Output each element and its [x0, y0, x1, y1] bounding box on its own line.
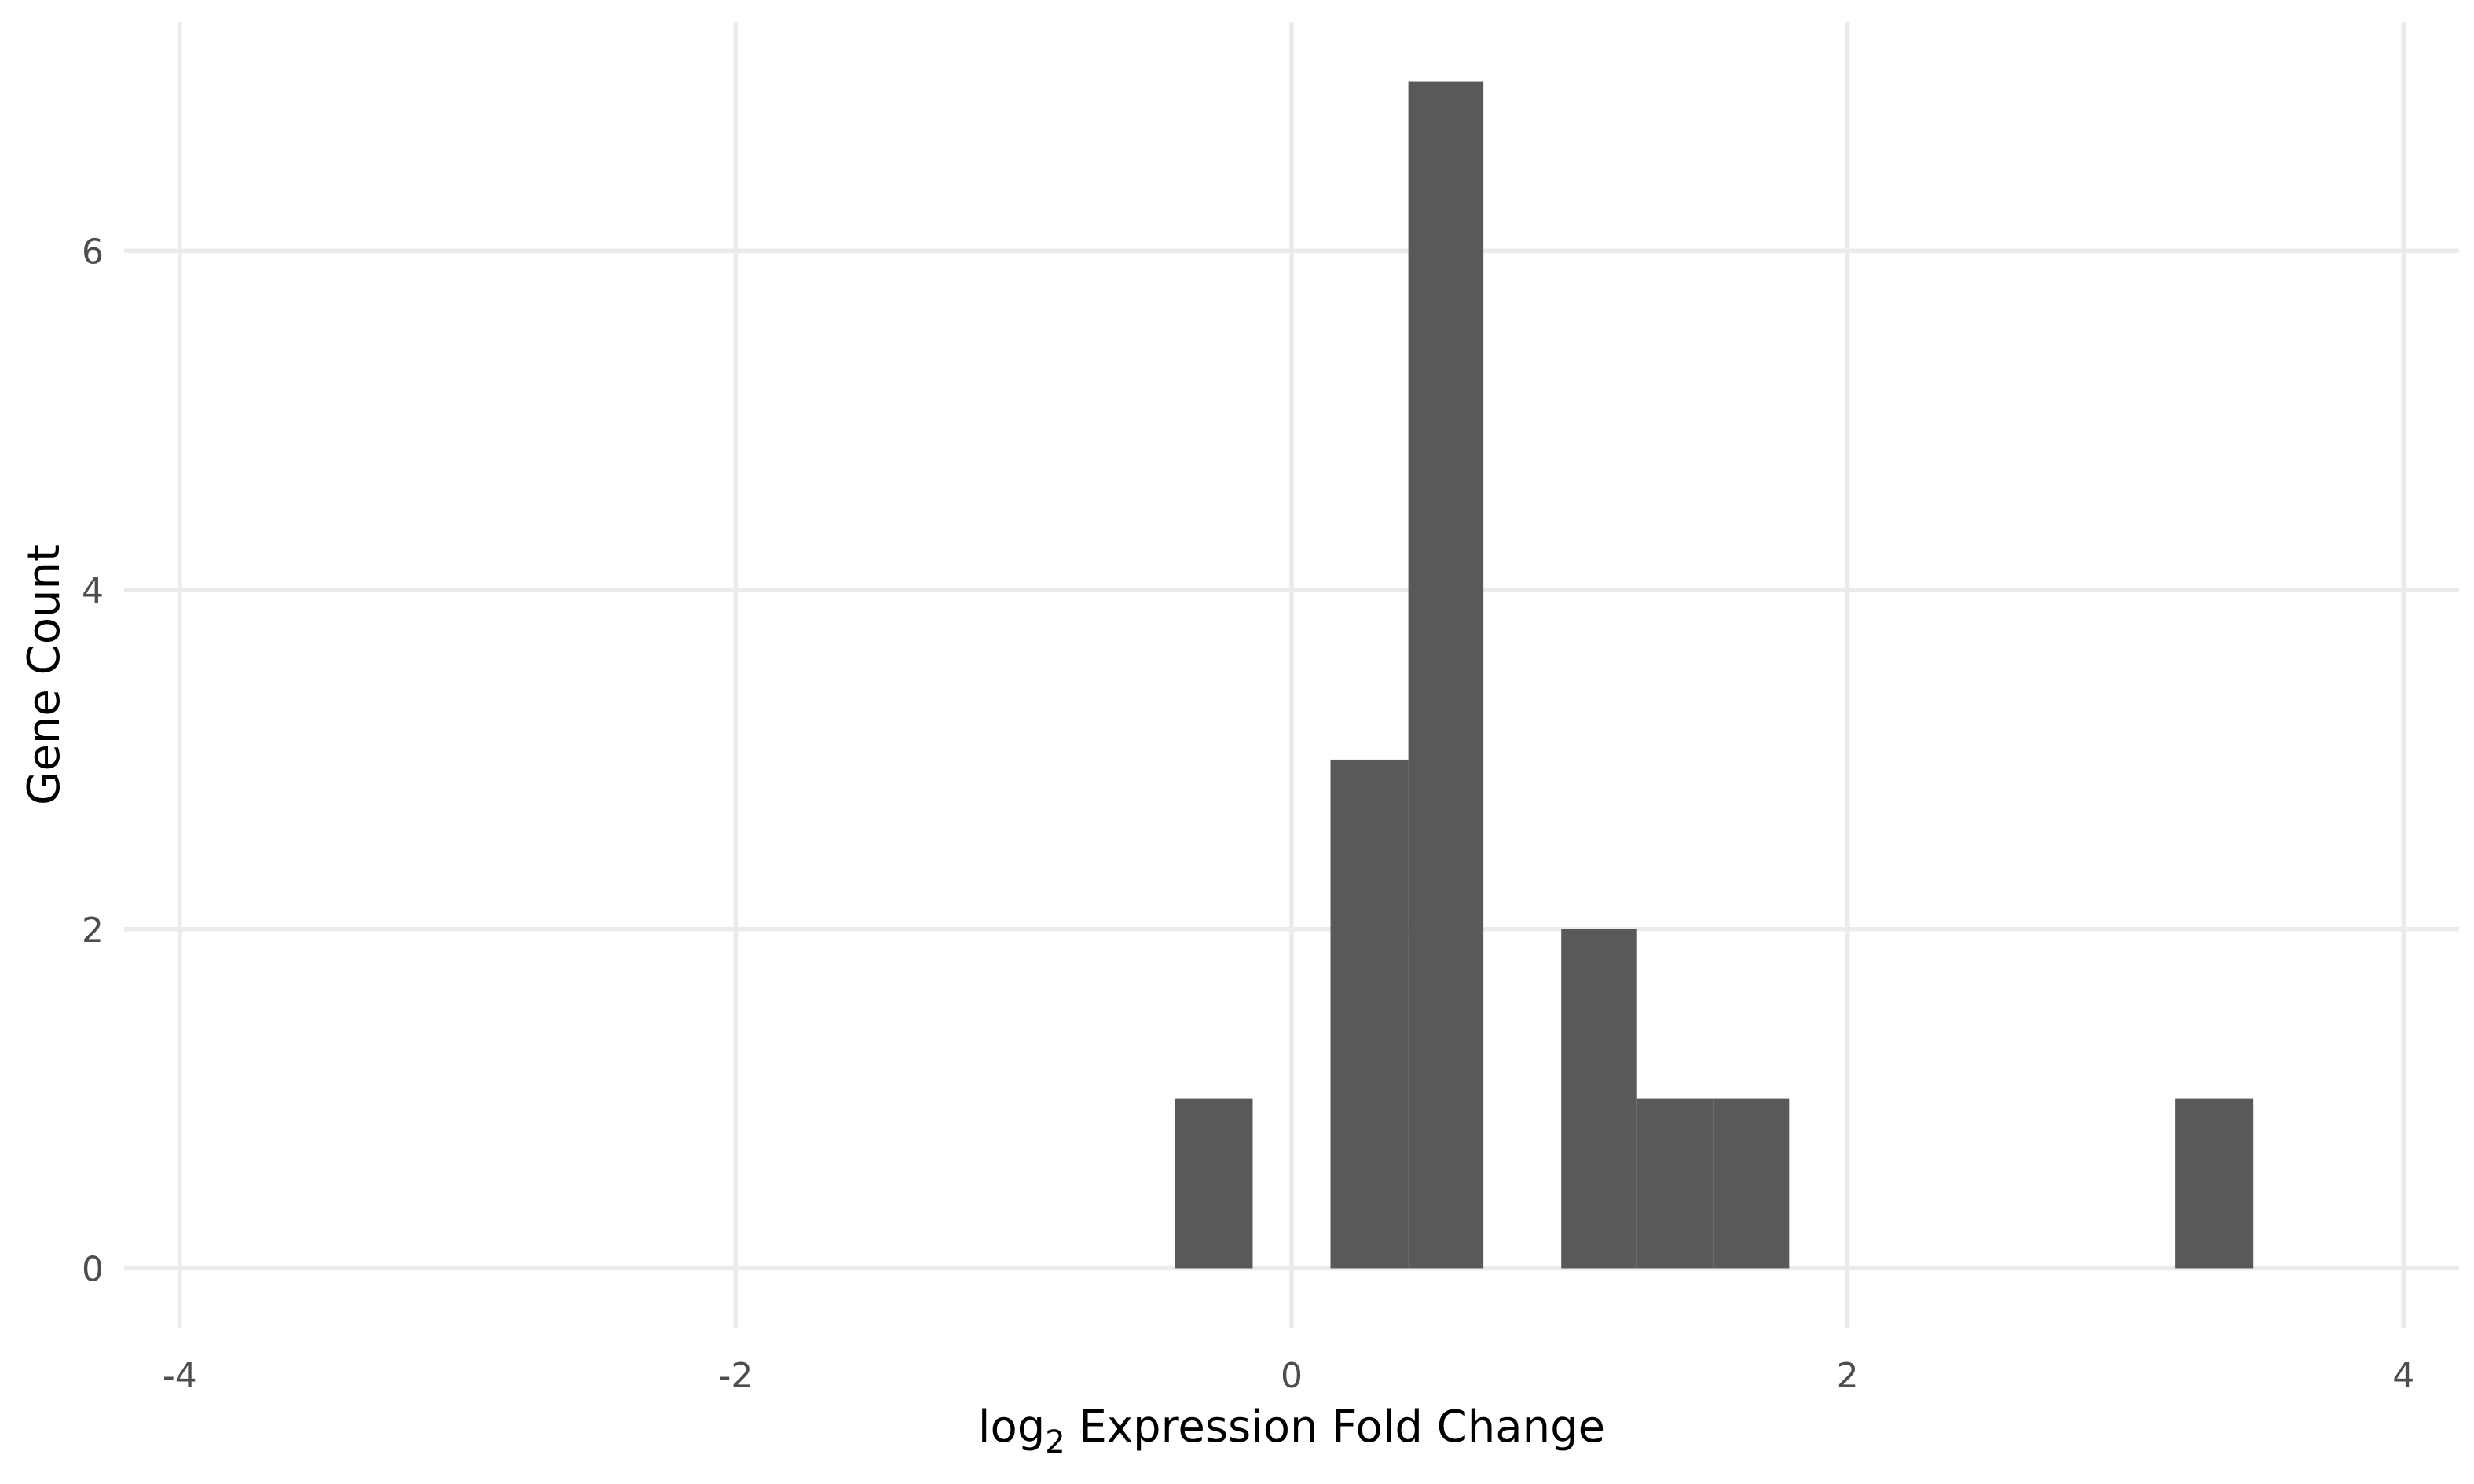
- x-tick-label: -4: [163, 1356, 197, 1396]
- y-tick-label: 2: [82, 911, 104, 951]
- histogram-bar: [1175, 1098, 1253, 1269]
- bars: [1175, 81, 2254, 1269]
- x-tick-label: -2: [718, 1356, 753, 1396]
- tick-labels: -4 -2 0 2 4 0 2 4 6: [82, 232, 2414, 1396]
- y-tick-label: 6: [82, 232, 104, 272]
- x-axis-title-prefix: log: [978, 1402, 1045, 1453]
- y-tick-label: 0: [82, 1249, 104, 1289]
- y-axis-title: Gene Count: [19, 544, 70, 805]
- x-tick-label: 2: [1837, 1356, 1859, 1396]
- x-axis-title-subscript: 2: [1045, 1424, 1065, 1460]
- histogram-bar: [2175, 1098, 2254, 1269]
- y-tick-label: 4: [82, 571, 104, 611]
- x-axis-title: log2 Expression Fold Change: [978, 1402, 1605, 1460]
- histogram-bar: [1330, 759, 1409, 1269]
- histogram-bar: [1713, 1098, 1790, 1269]
- histogram-bar: [1561, 929, 1637, 1269]
- x-axis-title-suffix: Expression Fold Change: [1065, 1402, 1605, 1453]
- x-tick-label: 0: [1281, 1356, 1303, 1396]
- histogram-bar: [1408, 81, 1484, 1269]
- histogram-bar: [1636, 1098, 1714, 1269]
- gridlines: [124, 22, 2459, 1328]
- x-tick-label: 4: [2392, 1356, 2414, 1396]
